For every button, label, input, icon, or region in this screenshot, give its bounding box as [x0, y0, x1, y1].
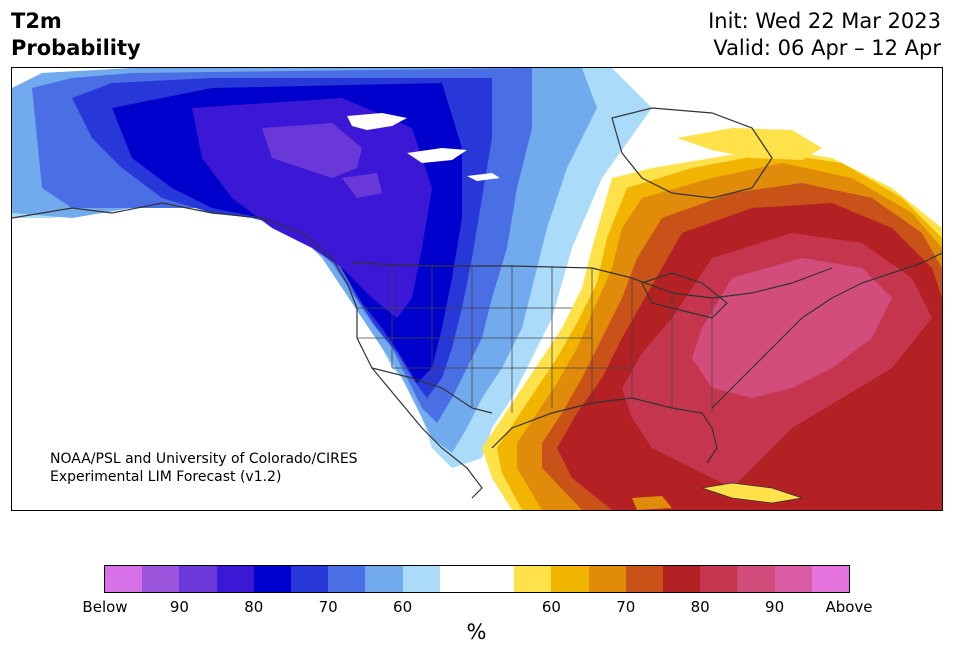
map-title: T2m Probability	[11, 8, 141, 62]
colorbar-tick-label: 90	[169, 598, 189, 616]
colorbar-ticks: Below 90 80 70 60 60 70 80 90 Above	[0, 598, 953, 620]
colorbar-segment	[625, 566, 664, 592]
cold-region-extreme	[262, 123, 362, 178]
valid-date: Valid: 06 Apr – 12 Apr	[713, 36, 941, 60]
colorbar-segment	[551, 566, 589, 592]
lake-2	[407, 148, 467, 163]
colorbar-segment	[477, 566, 515, 592]
yucatan	[632, 496, 672, 510]
colorbar-unit: %	[466, 620, 487, 644]
colorbar-segment	[774, 566, 812, 592]
colorbar-tick-label: 70	[616, 598, 636, 616]
init-date: Init: Wed 22 Mar 2023	[708, 9, 941, 33]
credit-line-2: Experimental LIM Forecast (v1.2)	[50, 469, 282, 485]
colorbar-segment	[328, 566, 366, 592]
variable-label: T2m	[11, 9, 62, 33]
colorbar-segment	[179, 566, 217, 592]
colorbar-segment	[402, 566, 440, 592]
credit-text: NOAA/PSL and University of Colorado/CIRE…	[50, 450, 358, 486]
metric-label: Probability	[11, 36, 141, 60]
probability-colorbar	[104, 565, 850, 593]
cold-region-strong	[192, 98, 432, 318]
colorbar-segment	[253, 566, 292, 592]
colorbar-tick-label: 80	[244, 598, 264, 616]
colorbar-tick-label: 60	[541, 598, 561, 616]
colorbar-tick-label: Above	[825, 598, 873, 616]
cold-region-extreme-2	[342, 173, 382, 198]
lake-3	[467, 173, 500, 181]
colorbar-segment	[811, 566, 850, 592]
cuba	[701, 482, 803, 504]
colorbar-segment	[588, 566, 626, 592]
gulf-coastline	[491, 397, 718, 464]
colorbar-segment	[365, 566, 403, 592]
colorbar-tick-label: 60	[393, 598, 413, 616]
colorbar-segment	[142, 566, 180, 592]
date-info: Init: Wed 22 Mar 2023 Valid: 06 Apr – 12…	[708, 8, 941, 62]
colorbar-tick-label: 70	[318, 598, 338, 616]
colorbar-segment	[700, 566, 738, 592]
colorbar-tick-label: 80	[690, 598, 710, 616]
colorbar-segment	[737, 566, 775, 592]
colorbar-segment	[514, 566, 552, 592]
state-borders	[357, 266, 713, 413]
colorbar-tick-label: 90	[765, 598, 785, 616]
colorbar-segment	[663, 566, 701, 592]
colorbar-segment	[439, 566, 478, 592]
forecast-map: NOAA/PSL and University of Colorado/CIRE…	[11, 67, 943, 511]
credit-line-1: NOAA/PSL and University of Colorado/CIRE…	[50, 451, 358, 467]
colorbar-tick-label: Below	[82, 598, 128, 616]
map-canvas	[12, 68, 942, 510]
warm-spot-north	[677, 128, 822, 160]
colorbar-segment	[291, 566, 329, 592]
east-coastline	[711, 252, 942, 409]
us-mexico-border	[371, 367, 493, 414]
lake-1	[347, 113, 407, 130]
hudson-bay	[611, 107, 773, 199]
west-coastline	[12, 202, 483, 499]
colorbar-segment	[105, 566, 143, 592]
colorbar-segment	[216, 566, 254, 592]
